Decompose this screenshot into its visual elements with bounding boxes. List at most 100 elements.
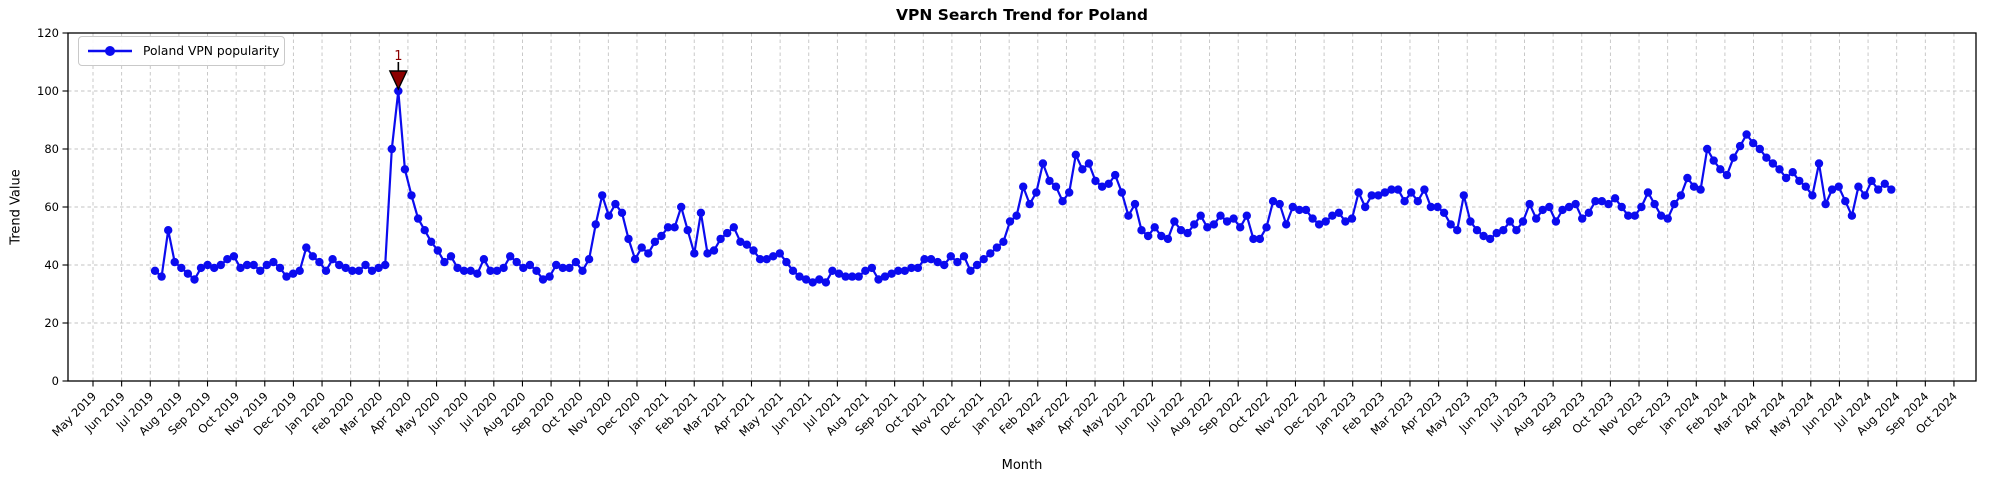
data-point-marker (1558, 205, 1567, 215)
data-point-marker (1610, 194, 1620, 203)
data-point-marker (900, 266, 909, 275)
data-point-marker (1624, 211, 1633, 220)
data-point-marker (1170, 217, 1179, 226)
data-point-marker (1433, 202, 1442, 212)
data-point-marker (1755, 144, 1765, 154)
data-point-marker (1439, 208, 1449, 217)
data-point-marker (1091, 176, 1100, 186)
data-point-marker (979, 255, 988, 264)
data-point-marker (1426, 202, 1436, 212)
data-point-marker (1045, 176, 1054, 186)
data-point-marker (203, 260, 212, 270)
data-point-marker (604, 211, 613, 220)
data-point-marker (1874, 185, 1883, 194)
data-point-marker (1742, 130, 1751, 139)
data-point-marker (821, 278, 831, 287)
data-point-marker (999, 237, 1008, 246)
data-point-marker (196, 263, 206, 273)
data-point-marker (953, 257, 962, 267)
y-tick-label: 120 (37, 26, 59, 40)
data-point-marker (387, 144, 396, 154)
data-point-marker (834, 269, 844, 278)
data-point-marker (1413, 197, 1423, 206)
data-point-marker (1328, 211, 1337, 220)
data-point-marker (1051, 182, 1061, 191)
data-point-marker (427, 237, 436, 246)
data-point-marker (571, 257, 581, 267)
data-point-marker (1466, 217, 1475, 226)
data-point-marker (644, 249, 653, 258)
data-point-marker (1354, 188, 1363, 197)
data-point-marker (558, 263, 567, 273)
data-point-marker (1308, 214, 1317, 223)
data-point-marker (598, 191, 607, 200)
data-point-marker (1472, 226, 1482, 235)
data-point-marker (933, 257, 942, 267)
y-tick-label: 20 (44, 316, 59, 330)
data-point-marker (315, 257, 324, 267)
data-point-marker (1485, 234, 1495, 244)
data-point-marker (986, 249, 995, 258)
data-point-marker (328, 255, 337, 264)
data-point-marker (1656, 211, 1666, 220)
data-point-marker (578, 266, 587, 275)
data-point-marker (1716, 165, 1725, 174)
data-point-marker (992, 243, 1002, 252)
data-point-marker (1814, 159, 1824, 168)
data-point-marker (321, 266, 331, 275)
data-point-marker (1505, 217, 1515, 226)
axes-spines (67, 32, 1977, 382)
data-point-marker (1249, 234, 1258, 244)
data-point-marker (210, 263, 219, 273)
data-point-marker (1795, 176, 1804, 186)
data-point-marker (894, 266, 903, 275)
data-point-marker (1492, 228, 1501, 238)
data-point-marker (723, 228, 732, 238)
data-point-marker (1479, 231, 1488, 241)
data-point-marker (874, 275, 883, 284)
data-point-marker (808, 278, 817, 287)
data-point-marker (1518, 217, 1528, 226)
data-point-marker (742, 240, 752, 249)
data-point-marker (190, 275, 199, 284)
data-point-marker (946, 252, 955, 261)
y-tick-label: 40 (44, 258, 59, 272)
data-point-marker (1545, 202, 1554, 212)
data-point-marker (1176, 226, 1186, 235)
data-point-marker (1768, 159, 1778, 168)
data-point-marker (841, 272, 850, 281)
data-point-marker (709, 246, 719, 255)
data-point-marker (1578, 214, 1587, 223)
data-point-marker (1065, 188, 1074, 197)
data-point-marker (216, 260, 225, 270)
data-point-marker (308, 252, 317, 261)
data-point-marker (1663, 214, 1672, 223)
data-point-marker (657, 231, 666, 241)
data-point-marker (1393, 185, 1403, 194)
data-point-marker (177, 263, 186, 273)
data-point-marker (170, 257, 179, 267)
data-point-marker (519, 263, 528, 273)
data-point-marker (229, 252, 239, 261)
data-point-marker (795, 272, 804, 281)
data-point-marker (749, 246, 758, 255)
y-axis-label: Trend Value (8, 169, 24, 245)
data-point-marker (828, 266, 837, 275)
data-point-marker (453, 263, 462, 273)
data-point-marker (1584, 208, 1594, 217)
data-point-marker (1801, 182, 1811, 191)
data-point-marker (1670, 199, 1679, 209)
data-point-marker (683, 226, 692, 235)
data-point-marker (1689, 182, 1699, 191)
data-point-marker (269, 257, 278, 267)
data-point-marker (1834, 182, 1843, 191)
data-point-marker (1446, 220, 1455, 229)
data-point-marker (1860, 191, 1870, 200)
data-point-marker (637, 243, 646, 252)
data-point-marker (1130, 199, 1140, 209)
data-point-marker (1143, 231, 1153, 241)
data-point-marker (223, 255, 232, 264)
data-point-marker (966, 266, 975, 275)
data-point-marker (663, 223, 673, 232)
data-point-marker (1361, 202, 1370, 212)
